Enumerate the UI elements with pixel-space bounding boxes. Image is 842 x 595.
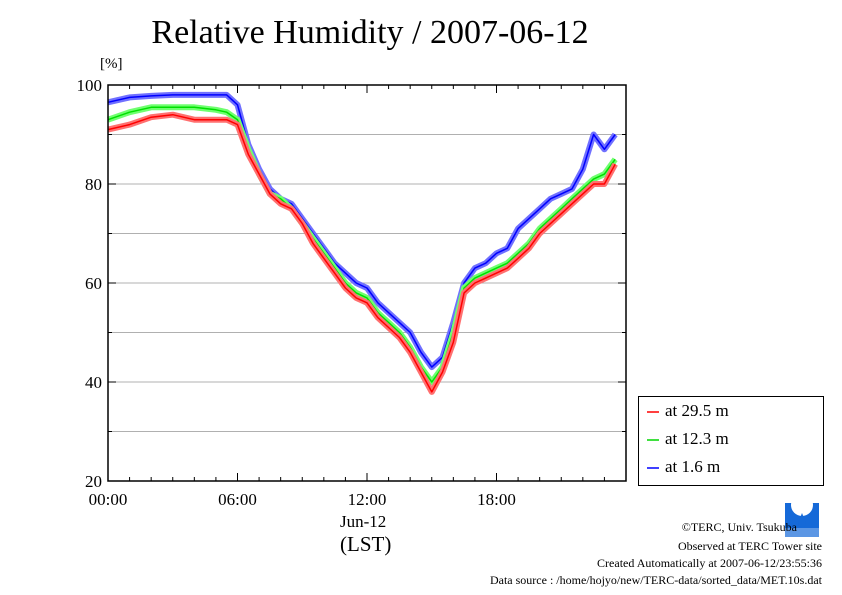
y-axis-unit: [%] xyxy=(100,56,123,72)
x-axis-date-label: Jun-12 xyxy=(340,512,387,531)
x-axis-timezone-label: (LST) xyxy=(340,532,392,556)
series-band-at12.3m xyxy=(107,104,618,385)
plot-frame xyxy=(107,84,627,482)
y-tick-label: 40 xyxy=(85,373,102,392)
legend: at 29.5 m at 12.3 m at 1.6 m xyxy=(638,396,824,486)
legend-item-12.3m: at 12.3 m xyxy=(647,429,729,449)
created-text: Created Automatically at 2007-06-12/23:5… xyxy=(597,556,822,570)
legend-item-29.5m: at 29.5 m xyxy=(647,401,729,421)
legend-item-1.6m: at 1.6 m xyxy=(647,457,720,477)
series-line-at12.3m xyxy=(107,106,616,383)
x-tick-label: 00:00 xyxy=(89,490,128,509)
series-line-at1.6m xyxy=(107,94,616,368)
series-band-at29.5m xyxy=(107,111,618,395)
x-tick-label: 18:00 xyxy=(477,490,516,509)
y-tick-label: 20 xyxy=(85,472,102,491)
y-tick-label: 80 xyxy=(85,175,102,194)
chart-title: Relative Humidity / 2007-06-12 xyxy=(151,14,589,51)
y-tick-label: 100 xyxy=(77,76,103,95)
x-tick-label: 12:00 xyxy=(348,490,387,509)
site-text: Observed at TERC Tower site xyxy=(677,539,822,553)
series-line-at29.5m xyxy=(107,113,616,393)
y-tick-label: 60 xyxy=(85,274,102,293)
copyright-text: ©TERC, Univ. Tsukuba xyxy=(681,520,797,534)
x-tick-label: 06:00 xyxy=(218,490,257,509)
data-source-text: Data source : /home/hojyo/new/TERC-data/… xyxy=(489,573,822,587)
